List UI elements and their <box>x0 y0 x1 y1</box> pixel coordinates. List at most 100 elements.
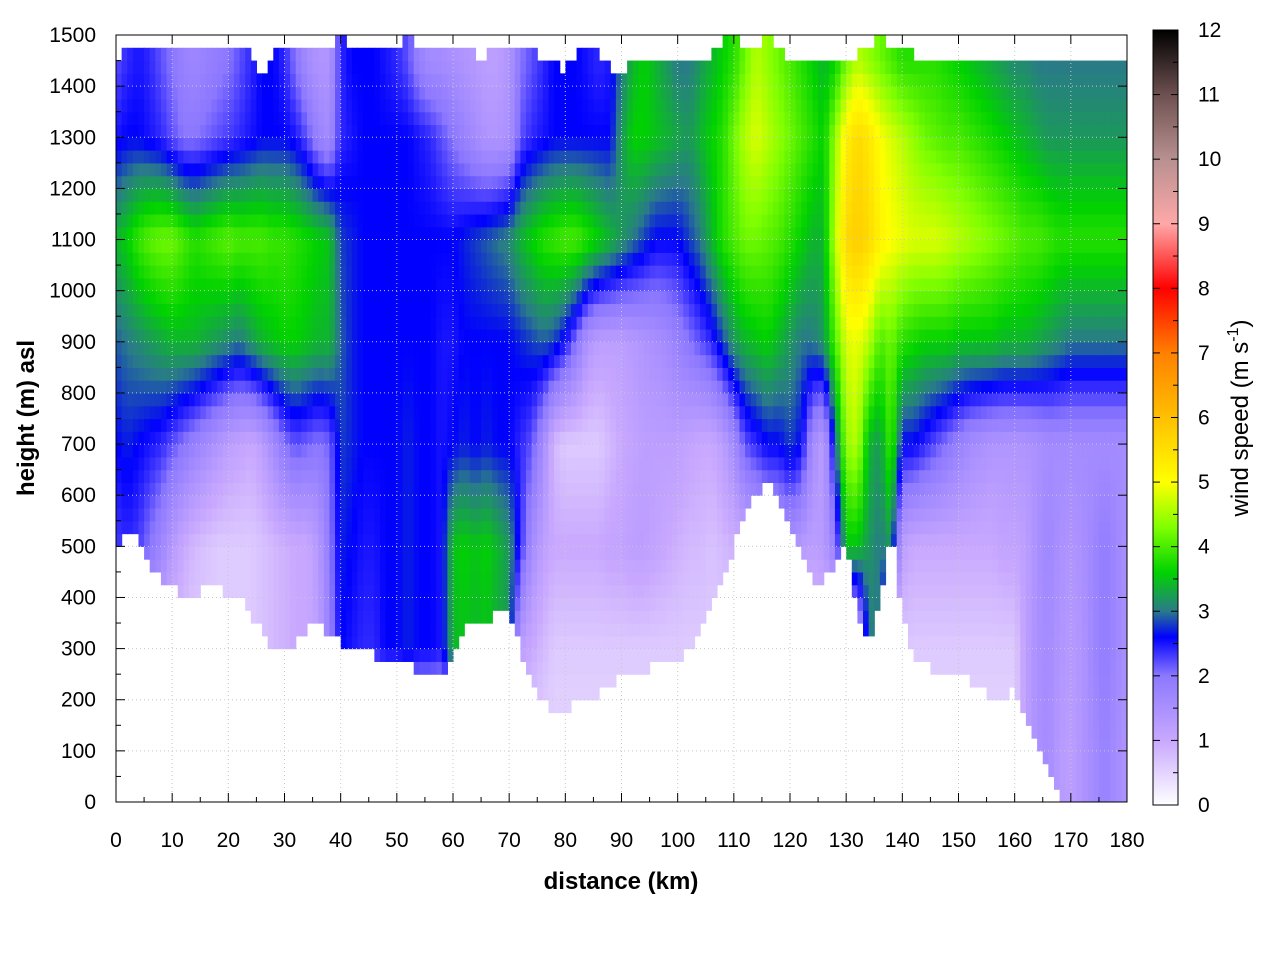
wind-speed-cell <box>267 252 274 266</box>
wind-speed-cell <box>492 150 499 164</box>
wind-speed-cell <box>256 584 263 599</box>
wind-speed-cell <box>486 418 493 432</box>
wind-speed-cell <box>385 98 392 113</box>
wind-speed-cell <box>413 73 420 87</box>
wind-speed-cell <box>436 380 443 394</box>
wind-speed-cell <box>419 290 426 305</box>
wind-speed-cell <box>149 98 156 113</box>
wind-speed-cell <box>722 73 729 87</box>
wind-speed-cell <box>582 329 589 343</box>
wind-speed-cell <box>554 188 561 202</box>
wind-speed-cell <box>570 239 578 253</box>
wind-speed-cell <box>430 329 437 343</box>
wind-speed-cell <box>576 341 583 356</box>
wind-speed-cell <box>649 162 656 177</box>
wind-speed-cell <box>531 610 538 624</box>
wind-speed-cell <box>621 559 628 573</box>
wind-speed-cell <box>217 86 224 100</box>
wind-speed-cell <box>306 533 314 547</box>
wind-speed-cell <box>183 431 190 445</box>
wind-speed-cell <box>228 86 235 100</box>
wind-speed-cell <box>172 354 179 368</box>
wind-speed-cell <box>593 150 600 164</box>
wind-speed-cell <box>643 213 651 228</box>
wind-speed-cell <box>374 162 381 177</box>
wind-speed-cell <box>537 277 544 292</box>
wind-speed-cell <box>357 162 364 177</box>
wind-speed-cell <box>593 137 600 151</box>
wind-speed-cell <box>666 86 673 100</box>
wind-speed-cell <box>632 571 639 586</box>
wind-speed-cell <box>599 635 606 650</box>
wind-speed-cell <box>200 520 207 535</box>
wind-speed-cell <box>700 610 707 624</box>
wind-speed-cell <box>649 188 656 202</box>
wind-speed-cell <box>194 124 201 138</box>
wind-speed-cell <box>593 201 600 215</box>
wind-speed-cell <box>351 162 359 177</box>
wind-speed-cell <box>436 60 443 74</box>
wind-speed-cell <box>290 188 297 202</box>
wind-speed-cell <box>509 201 516 215</box>
wind-speed-cell <box>486 597 493 611</box>
wind-speed-cell <box>497 213 505 228</box>
wind-speed-cell <box>705 482 712 496</box>
wind-speed-cell <box>172 444 179 458</box>
wind-speed-cell <box>677 482 684 496</box>
wind-speed-cell <box>385 252 392 266</box>
wind-speed-cell <box>526 341 533 356</box>
wind-speed-cell <box>172 98 179 113</box>
wind-speed-cell <box>408 533 415 547</box>
wind-speed-cell <box>424 431 432 445</box>
wind-speed-cell <box>284 277 291 292</box>
wind-speed-cell <box>565 507 572 522</box>
wind-speed-cell <box>200 367 207 381</box>
wind-speed-cell <box>649 533 656 547</box>
wind-speed-cell <box>256 86 263 100</box>
wind-speed-cell <box>604 456 611 471</box>
wind-speed-cell <box>402 431 409 445</box>
wind-speed-cell <box>436 559 443 573</box>
wind-speed-cell <box>222 265 229 279</box>
wind-speed-cell <box>526 175 533 189</box>
wind-speed-cell <box>526 559 533 573</box>
wind-speed-cell <box>610 201 617 215</box>
wind-speed-cell <box>363 111 370 126</box>
wind-speed-cell <box>368 495 375 509</box>
wind-speed-cell <box>116 456 123 471</box>
wind-speed-cell <box>121 60 128 74</box>
wind-speed-cell <box>458 367 465 381</box>
wind-speed-cell <box>643 469 651 484</box>
wind-speed-cell <box>295 584 302 599</box>
wind-speed-cell <box>492 60 499 74</box>
wind-speed-cell <box>469 456 477 471</box>
wind-speed-cell <box>666 533 673 547</box>
wind-speed-cell <box>649 86 656 100</box>
wind-speed-cell <box>262 341 269 356</box>
wind-speed-cell <box>183 86 190 100</box>
wind-speed-cell <box>166 507 173 522</box>
wind-speed-cell <box>262 162 269 177</box>
wind-speed-cell <box>436 610 443 624</box>
wind-speed-cell <box>329 60 336 74</box>
wind-speed-cell <box>615 610 623 624</box>
wind-speed-cell <box>250 239 258 253</box>
wind-speed-cell <box>526 60 533 74</box>
wind-speed-cell <box>711 201 718 215</box>
wind-speed-cell <box>385 520 392 535</box>
wind-speed-cell <box>329 265 336 279</box>
wind-speed-cell <box>621 456 628 471</box>
wind-speed-cell <box>408 239 415 253</box>
wind-speed-cell <box>436 265 443 279</box>
wind-speed-cell <box>250 495 258 509</box>
wind-speed-cell <box>694 456 701 471</box>
wind-speed-cell <box>655 444 662 458</box>
wind-speed-cell <box>582 648 589 662</box>
wind-speed-cell <box>610 392 617 407</box>
wind-speed-cell <box>610 520 617 535</box>
wind-speed-cell <box>666 367 673 381</box>
wind-speed-cell <box>273 265 280 279</box>
wind-speed-cell <box>559 520 566 535</box>
wind-speed-cell <box>643 124 651 138</box>
wind-speed-cell <box>329 380 336 394</box>
